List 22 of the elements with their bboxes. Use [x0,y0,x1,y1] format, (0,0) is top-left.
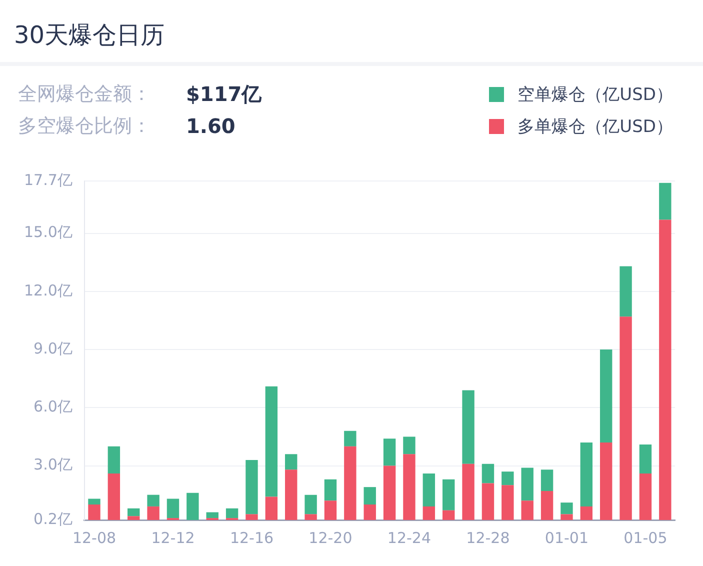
legend-label: 空单爆仓（亿USD） [518,84,673,106]
y-tick-label: 6.0亿 [34,398,72,416]
y-tick-label: 9.0亿 [34,339,72,358]
y-tick-label: 15.0亿 [24,223,72,242]
text: 多空爆仓比例： [18,114,152,139]
text: $117亿 [186,80,262,108]
legend-label: 多单爆仓（亿USD） [518,116,673,138]
text: 1.60 [186,114,236,138]
y-tick-label: 17.7亿 [24,170,72,189]
y-tick-label: 3.0亿 [34,456,72,474]
x-tick-label: 01-05 [624,528,668,547]
x-tick-label: 01-01 [544,528,589,547]
chart-title: 30天爆仓日历 [14,20,165,51]
x-tick-label: 12-20 [308,528,352,547]
y-tick-label: 12.0亿 [24,281,72,300]
x-tick-label: 12-24 [387,528,432,547]
x-tick-label: 12-08 [72,528,116,547]
y-tick-label: 0.2亿 [34,510,72,528]
text: 全网爆仓金额： [18,82,152,107]
x-tick-label: 12-28 [466,528,510,547]
x-tick-label: 12-12 [151,528,195,547]
x-tick-label: 12-16 [230,528,274,547]
